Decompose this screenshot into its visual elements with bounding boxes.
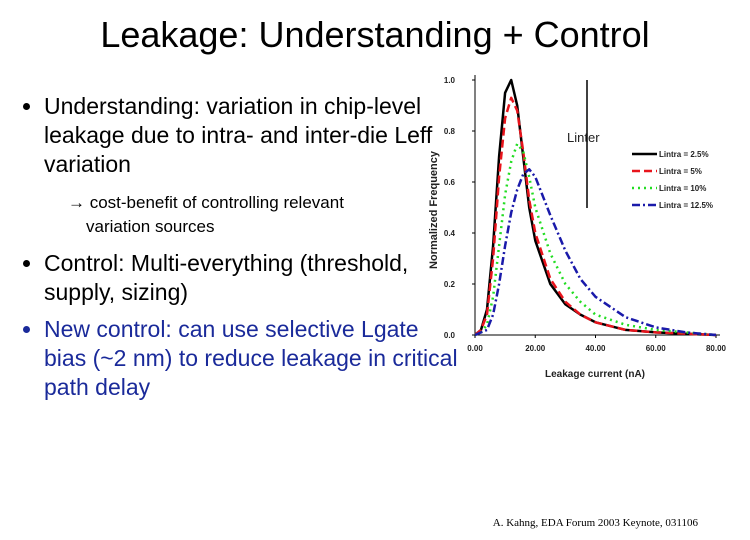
y-tick-label: 0.4 [444,229,456,238]
x-tick-label: 80.00 [706,344,727,353]
x-tick-label: 0.00 [467,344,483,353]
bullet: Control: Multi-everything (threshold, su… [44,249,464,307]
y-tick-label: 0.8 [444,127,456,136]
sub-bullet: → cost-benefit of controlling relevant v… [68,193,344,236]
slide-title: Leakage: Understanding + Control [100,14,650,55]
annotation: Linter [567,130,600,145]
x-tick-label: 40.00 [585,344,606,353]
y-tick-label: 1.0 [444,76,456,85]
x-tick-label: 20.00 [525,344,546,353]
line-series [474,168,717,337]
bullet-list: Understanding: variation in chip-level l… [22,92,464,410]
bullet: New control: can use selective Lgate bia… [44,315,464,402]
x-axis-label: Leakage current (nA) [545,369,645,380]
legend-label: Lintra = 10% [659,184,706,193]
y-tick-label: 0.6 [444,178,456,187]
bullet: Understanding: variation in chip-level l… [44,92,464,239]
bullet-text: New control: can use selective Lgate bia… [44,316,458,400]
legend-label: Lintra = 5% [659,167,702,176]
y-axis-label: Normalized Frequency [428,150,440,269]
chart: Normalized Frequency Leakage current (nA… [428,75,727,380]
line-series [474,78,717,337]
legend-label: Lintra = 2.5% [659,150,709,159]
x-tick-label: 60.00 [646,344,667,353]
y-tick-label: 0.2 [444,280,456,289]
bullet-text: Understanding: variation in chip-level l… [44,93,433,177]
legend-label: Lintra = 12.5% [659,201,713,210]
y-tick-label: 0.0 [444,331,456,340]
footer: A. Kahng, EDA Forum 2003 Keynote, 031106 [492,517,698,529]
bullet-text: Control: Multi-everything (threshold, su… [44,250,409,305]
